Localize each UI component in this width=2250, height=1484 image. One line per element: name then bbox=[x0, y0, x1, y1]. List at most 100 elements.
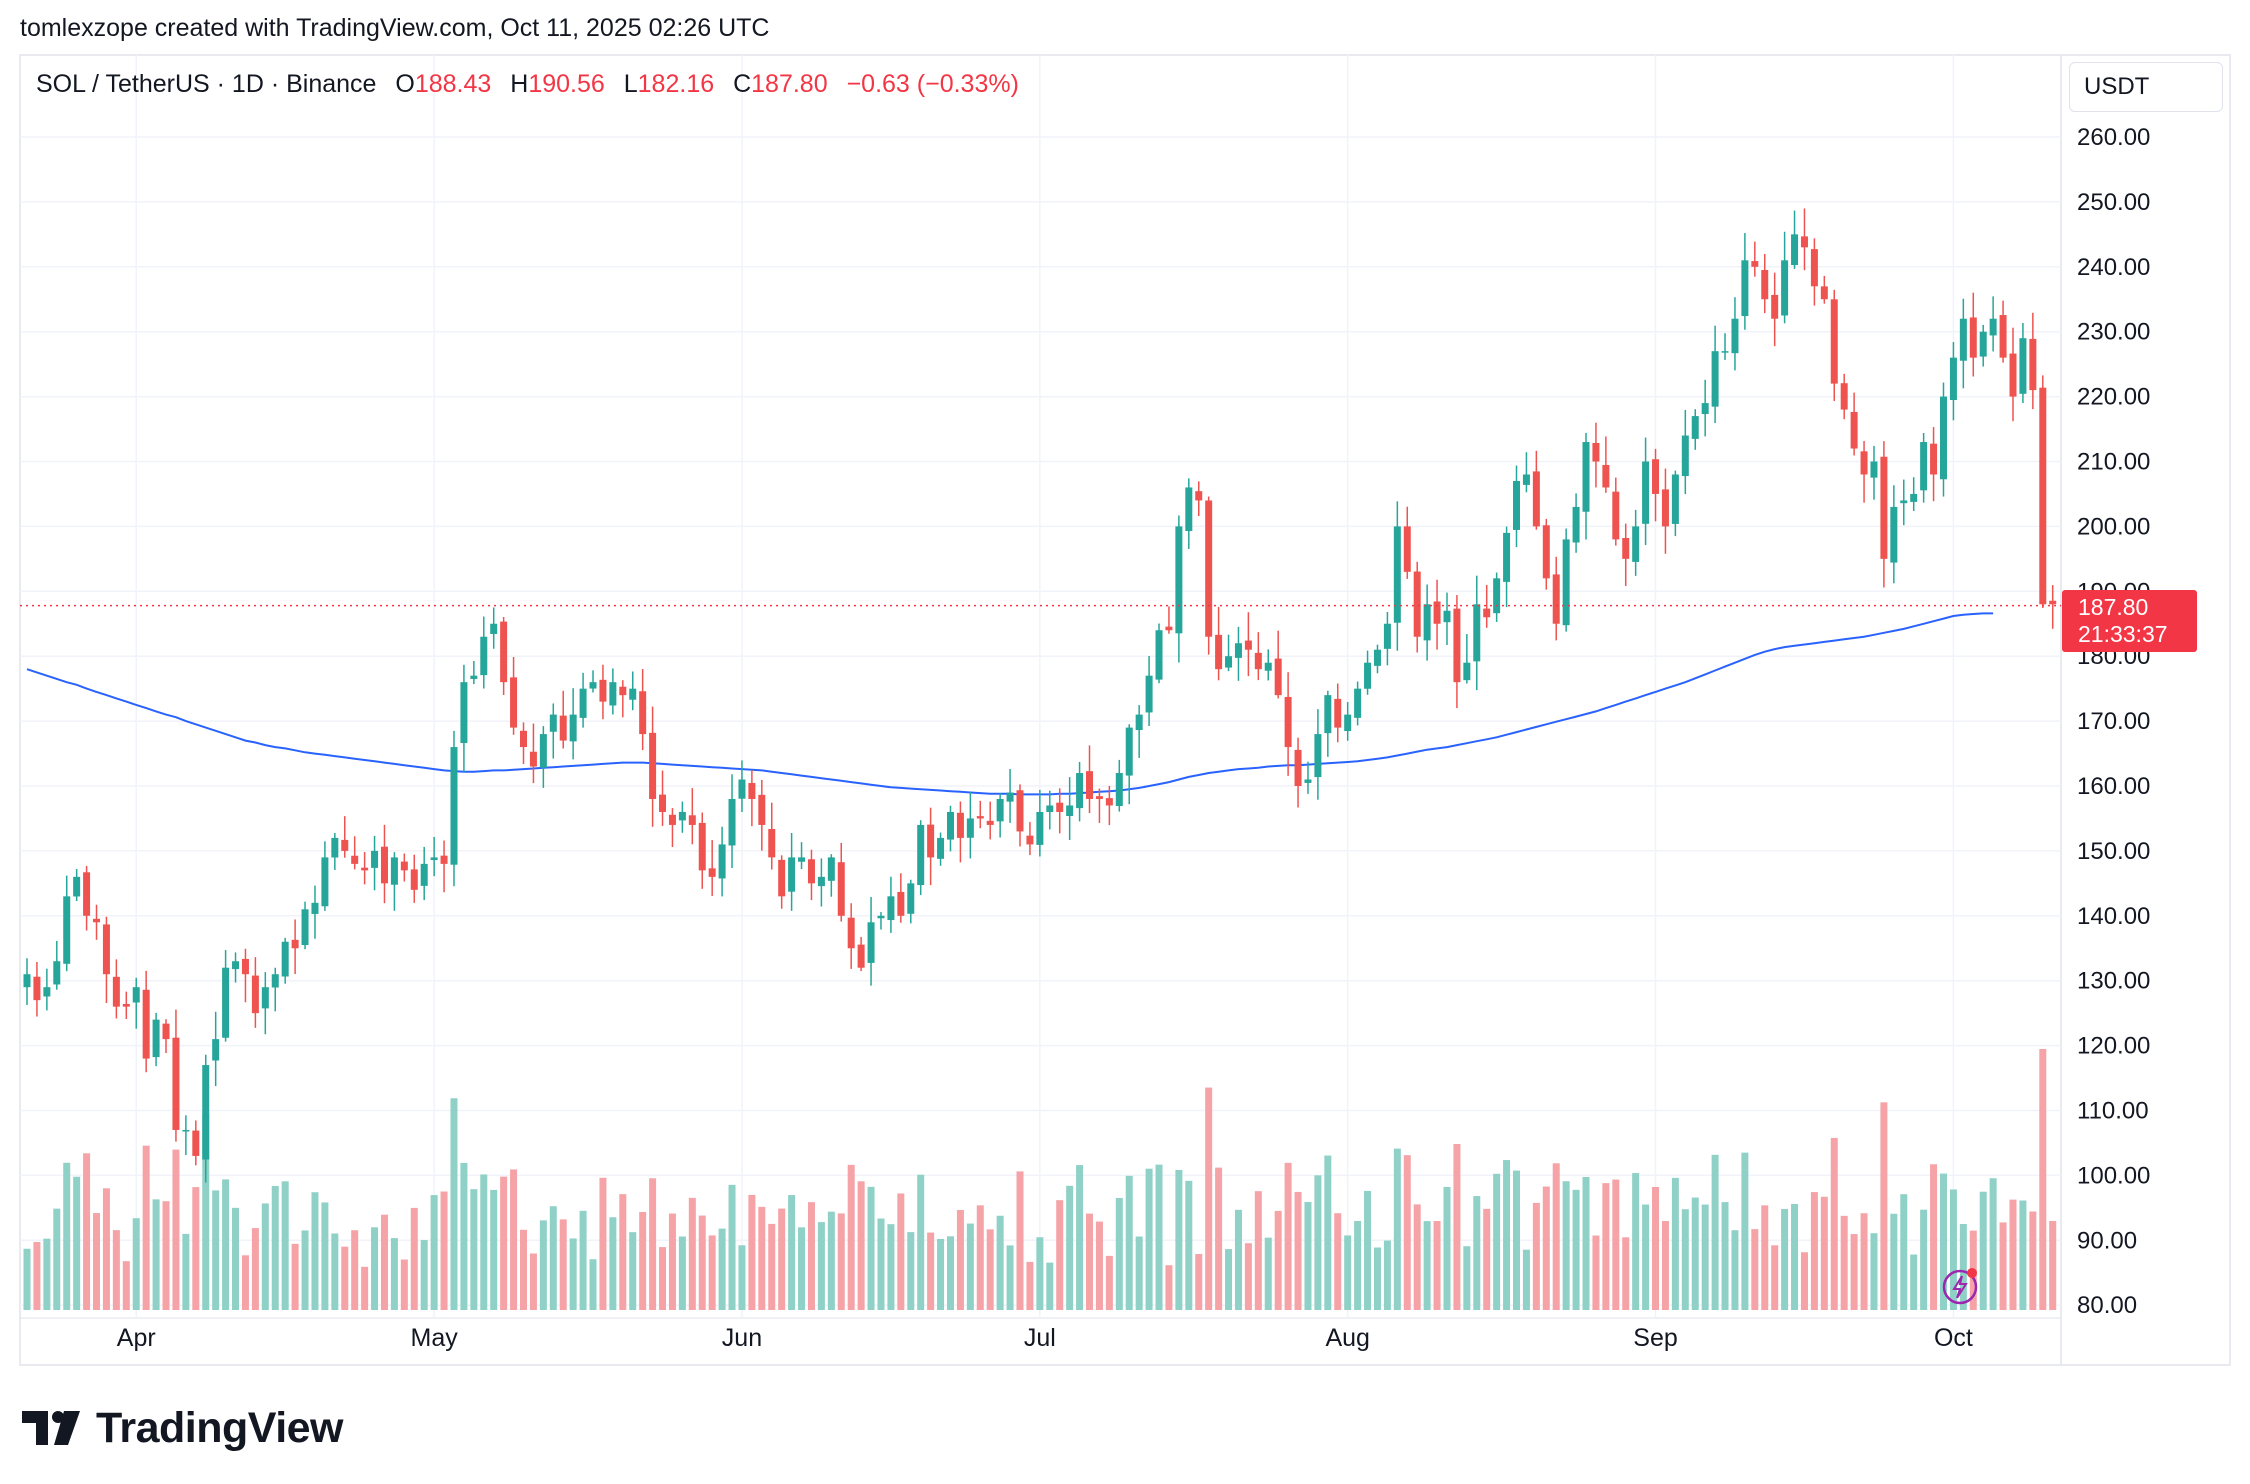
candle-body bbox=[1443, 610, 1451, 623]
price-axis-label: 230.00 bbox=[2077, 319, 2150, 346]
volume-bar bbox=[112, 1230, 120, 1310]
volume-bar bbox=[460, 1162, 468, 1310]
candle-body bbox=[450, 747, 458, 865]
candle-body bbox=[1473, 604, 1481, 662]
candle-body bbox=[589, 682, 597, 689]
candle-body bbox=[1493, 578, 1501, 614]
volume-bar bbox=[1185, 1180, 1193, 1310]
volume-bar bbox=[1592, 1235, 1600, 1310]
candle-body bbox=[629, 688, 637, 700]
volume-bar bbox=[907, 1232, 915, 1310]
volume-bar bbox=[331, 1233, 339, 1310]
candle-body bbox=[241, 958, 249, 975]
volume-bar bbox=[1642, 1204, 1650, 1310]
volume-bar bbox=[1046, 1262, 1054, 1310]
candle-body bbox=[1900, 500, 1908, 504]
volume-bar bbox=[1076, 1165, 1084, 1310]
candle-body bbox=[1810, 249, 1818, 287]
candle-body bbox=[380, 846, 388, 884]
volume-bar bbox=[1373, 1247, 1381, 1310]
volume-bar bbox=[192, 1187, 200, 1310]
volume-bar bbox=[1473, 1196, 1481, 1310]
volume-bar bbox=[897, 1193, 905, 1310]
volume-bar bbox=[301, 1230, 309, 1310]
lightning-icon[interactable] bbox=[1940, 1266, 1980, 1306]
candle-body bbox=[1652, 459, 1660, 494]
volume-bar bbox=[966, 1223, 974, 1310]
volume-bar bbox=[1979, 1191, 1987, 1310]
volume-bar bbox=[1671, 1177, 1679, 1310]
candle-body bbox=[351, 855, 359, 864]
candle-body bbox=[2039, 387, 2047, 605]
volume-bar bbox=[53, 1208, 61, 1310]
volume-bar bbox=[1006, 1245, 1014, 1310]
tradingview-logo[interactable]: TradingView bbox=[22, 1404, 344, 1453]
volume-bar bbox=[1582, 1177, 1590, 1310]
volume-bar bbox=[1086, 1213, 1094, 1310]
volume-bar bbox=[1552, 1163, 1560, 1310]
candle-body bbox=[1860, 451, 1868, 475]
volume-bar bbox=[1522, 1249, 1530, 1310]
last-price-tag: 187.80 21:33:37 bbox=[2062, 590, 2197, 652]
volume-bar bbox=[1264, 1237, 1272, 1310]
low-label: L bbox=[623, 70, 638, 98]
candle-body bbox=[1175, 526, 1183, 634]
candle-body bbox=[271, 974, 279, 988]
candle-body bbox=[748, 782, 756, 799]
candle-body bbox=[986, 820, 994, 825]
volume-bar bbox=[450, 1098, 458, 1310]
volume-bar bbox=[1344, 1235, 1352, 1310]
volume-bar bbox=[1284, 1162, 1292, 1310]
currency-selector[interactable]: USDT bbox=[2069, 62, 2223, 112]
candle-body bbox=[361, 867, 369, 871]
volume-bar bbox=[1900, 1194, 1908, 1310]
price-axis-label: 200.00 bbox=[2077, 513, 2150, 540]
volume-bar bbox=[102, 1188, 110, 1310]
volume-bar bbox=[490, 1189, 498, 1310]
volume-bar bbox=[1056, 1200, 1064, 1310]
candle-body bbox=[897, 891, 905, 916]
candle-body bbox=[768, 828, 776, 858]
volume-bar bbox=[1572, 1189, 1580, 1310]
candle-body bbox=[688, 815, 696, 825]
candle-body bbox=[341, 839, 349, 851]
candle-body bbox=[1910, 493, 1918, 502]
candle-body bbox=[1205, 500, 1213, 637]
volume-bar bbox=[510, 1169, 518, 1310]
volume-bar bbox=[589, 1259, 597, 1310]
candle-body bbox=[857, 944, 865, 968]
volume-bar bbox=[1751, 1229, 1759, 1310]
candle-body bbox=[23, 974, 31, 988]
volume-bar bbox=[1820, 1196, 1828, 1310]
candle-body bbox=[1453, 608, 1461, 683]
candle-body bbox=[202, 1065, 210, 1160]
price-axis-label: 210.00 bbox=[2077, 449, 2150, 476]
volume-bar bbox=[1453, 1143, 1461, 1310]
candle-body bbox=[887, 896, 895, 921]
volume-bar bbox=[599, 1177, 607, 1310]
volume-bar bbox=[1622, 1237, 1630, 1310]
volume-bar bbox=[361, 1266, 369, 1310]
candle-body bbox=[1522, 474, 1530, 485]
volume-bar bbox=[2049, 1220, 2057, 1310]
candle-body bbox=[1513, 480, 1520, 530]
candle-body bbox=[162, 1023, 170, 1040]
candle-body bbox=[1850, 411, 1858, 449]
volume-bars bbox=[23, 1048, 2057, 1310]
candle-body bbox=[1383, 623, 1391, 649]
candle-body bbox=[1930, 443, 1938, 475]
last-price-value: 187.80 bbox=[2078, 594, 2149, 620]
candle-body bbox=[996, 798, 1004, 822]
moving-average bbox=[26, 612, 1994, 796]
volume-bar bbox=[659, 1247, 667, 1310]
candle-body bbox=[1503, 532, 1511, 582]
candle-body bbox=[232, 961, 240, 970]
candle-body bbox=[102, 924, 110, 975]
volume-bar bbox=[122, 1261, 130, 1310]
candle-body bbox=[728, 798, 736, 846]
candle-body bbox=[579, 688, 587, 718]
symbol-name[interactable]: SOL / TetherUS · 1D · Binance bbox=[36, 70, 377, 98]
candle-body bbox=[1463, 662, 1471, 681]
candle-body bbox=[291, 939, 299, 949]
